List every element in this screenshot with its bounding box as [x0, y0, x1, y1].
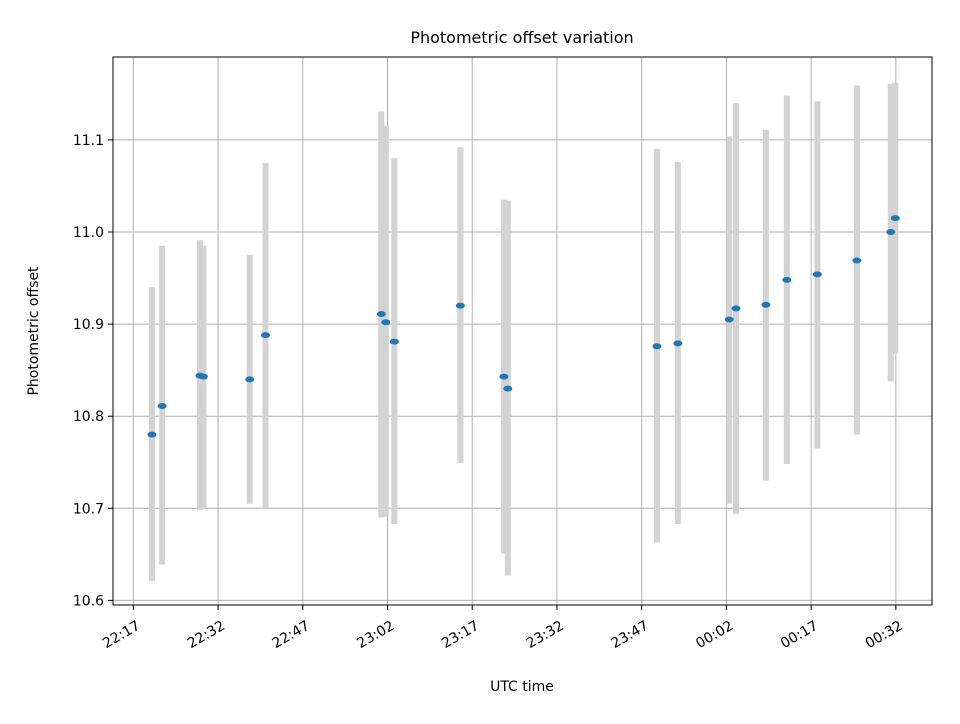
- data-point: [376, 310, 386, 317]
- data-point: [389, 338, 399, 345]
- y-tick-label: 10.9: [73, 317, 104, 333]
- data-point: [499, 373, 509, 380]
- data-point: [455, 302, 465, 309]
- data-point: [724, 316, 734, 323]
- data-point: [503, 385, 513, 392]
- data-point: [731, 305, 741, 312]
- y-tick-label: 10.6: [73, 593, 104, 609]
- data-point: [381, 319, 391, 326]
- y-axis-ticks: 10.6 10.7 10.8 10.9 11.0 11.1: [73, 133, 113, 609]
- data-point: [157, 403, 167, 410]
- y-tick-label: 10.7: [73, 501, 104, 517]
- y-axis-label: Photometric offset: [26, 266, 42, 396]
- y-tick-label: 11.0: [73, 225, 104, 241]
- data-point: [761, 301, 771, 308]
- data-point: [198, 373, 208, 380]
- chart-title: Photometric offset variation: [410, 28, 633, 47]
- data-point: [812, 271, 822, 278]
- data-point: [782, 276, 792, 283]
- y-tick-label: 11.1: [73, 133, 104, 149]
- data-point: [673, 340, 683, 347]
- data-point: [261, 332, 271, 339]
- data-point: [652, 343, 662, 350]
- data-point: [890, 215, 900, 222]
- data-point: [147, 431, 157, 438]
- x-axis-label: UTC time: [490, 679, 554, 695]
- data-point: [245, 376, 255, 383]
- y-tick-label: 10.8: [73, 409, 104, 425]
- data-point: [886, 228, 896, 235]
- data-points: [147, 215, 900, 438]
- plot-frame: [112, 56, 933, 606]
- data-point: [852, 257, 862, 264]
